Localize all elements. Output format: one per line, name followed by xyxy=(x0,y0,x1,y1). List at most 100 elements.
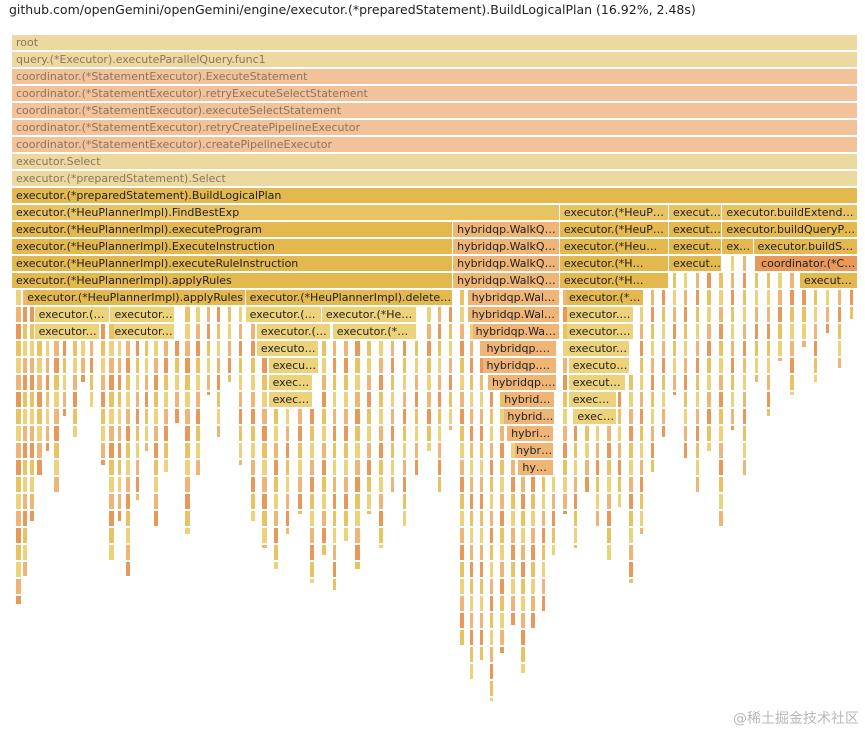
flame-stub[interactable] xyxy=(617,426,622,441)
flame-stub[interactable] xyxy=(321,375,326,390)
flame-stub[interactable] xyxy=(617,443,622,458)
flame-stub[interactable] xyxy=(437,409,441,424)
flame-stub[interactable] xyxy=(100,375,106,390)
flame-stub[interactable] xyxy=(274,443,279,458)
flame-stub[interactable] xyxy=(126,562,131,577)
flame-stub[interactable] xyxy=(479,341,484,356)
flame-stub[interactable] xyxy=(196,426,200,441)
flame-stub[interactable] xyxy=(825,324,830,333)
flame-stub[interactable] xyxy=(196,324,200,339)
flame-stub[interactable] xyxy=(766,375,770,390)
flame-stub[interactable] xyxy=(227,375,232,382)
flame-stub[interactable] xyxy=(661,324,666,339)
flame-stub[interactable] xyxy=(719,511,724,526)
flame-stub[interactable] xyxy=(695,460,699,475)
flame-stub[interactable] xyxy=(355,528,360,543)
flame-stub[interactable] xyxy=(695,290,699,305)
flame-stub[interactable] xyxy=(448,409,452,424)
flame-stub[interactable] xyxy=(489,511,494,526)
flame-stub[interactable] xyxy=(707,409,711,424)
flame-stub[interactable] xyxy=(661,392,666,407)
flame-stub[interactable] xyxy=(628,426,633,441)
flame-stub[interactable] xyxy=(238,409,243,424)
flame-stub[interactable] xyxy=(414,392,419,407)
flame-stub[interactable] xyxy=(650,443,655,458)
flame-stub[interactable] xyxy=(617,409,622,424)
flame-stub[interactable] xyxy=(531,528,535,543)
flame-stub[interactable] xyxy=(250,460,255,475)
flame-stub[interactable] xyxy=(238,341,243,356)
flame-stub[interactable] xyxy=(175,375,179,390)
flame-stub[interactable] xyxy=(719,426,724,441)
flame-stub[interactable] xyxy=(343,341,348,356)
flame-stub[interactable] xyxy=(437,324,441,339)
flame-stub[interactable] xyxy=(16,477,22,492)
flame-stub[interactable] xyxy=(309,562,314,577)
flame-stub[interactable] xyxy=(562,511,567,514)
flame-frame[interactable]: root xyxy=(12,35,858,51)
flame-stub[interactable] xyxy=(100,341,106,356)
flame-stub[interactable] xyxy=(185,341,190,356)
flame-stub[interactable] xyxy=(29,511,34,521)
flame-stub[interactable] xyxy=(22,358,28,373)
flame-stub[interactable] xyxy=(16,375,22,390)
flame-stub[interactable] xyxy=(683,324,688,339)
flame-stub[interactable] xyxy=(126,494,131,509)
flame-stub[interactable] xyxy=(100,392,106,407)
flame-stub[interactable] xyxy=(672,341,677,356)
flame-stub[interactable] xyxy=(22,562,28,577)
flame-stub[interactable] xyxy=(309,477,314,492)
flame-stub[interactable] xyxy=(16,290,22,305)
flame-frame[interactable]: hybridqp.WalkQueryNodeInPreOrder xyxy=(467,290,560,306)
flame-stub[interactable] xyxy=(541,562,545,577)
flame-stub[interactable] xyxy=(469,409,474,424)
flame-stub[interactable] xyxy=(164,443,168,458)
flame-stub[interactable] xyxy=(683,392,688,407)
flame-frame[interactable]: executor.(*HeuP… xyxy=(559,205,669,221)
flame-stub[interactable] xyxy=(639,443,644,458)
flame-stub[interactable] xyxy=(489,392,494,407)
flame-stub[interactable] xyxy=(719,409,724,424)
flame-stub[interactable] xyxy=(286,443,290,458)
flame-stub[interactable] xyxy=(573,494,578,509)
flame-stub[interactable] xyxy=(551,477,556,492)
flame-stub[interactable] xyxy=(661,307,666,322)
flame-stub[interactable] xyxy=(628,392,633,407)
flame-frame[interactable]: hybridqp.WalkQueryNodeInPreOrder xyxy=(487,375,558,391)
flame-stub[interactable] xyxy=(45,443,50,451)
flame-frame[interactable]: executor.Select xyxy=(12,154,858,170)
flame-stub[interactable] xyxy=(521,477,525,492)
flame-stub[interactable] xyxy=(521,647,525,662)
flame-stub[interactable] xyxy=(22,528,28,543)
flame-stub[interactable] xyxy=(109,477,114,492)
flame-stub[interactable] xyxy=(22,426,28,441)
flame-stub[interactable] xyxy=(332,392,336,407)
flame-stub[interactable] xyxy=(332,324,336,339)
flame-stub[interactable] xyxy=(274,477,279,492)
flame-stub[interactable] xyxy=(54,426,59,441)
flame-stub[interactable] xyxy=(562,477,567,492)
flame-stub[interactable] xyxy=(135,409,139,424)
flame-stub[interactable] xyxy=(379,375,384,390)
flame-stub[interactable] xyxy=(672,324,677,339)
flame-stub[interactable] xyxy=(367,511,371,514)
flame-stub[interactable] xyxy=(250,494,255,509)
flame-stub[interactable] xyxy=(164,358,168,373)
flame-stub[interactable] xyxy=(628,477,633,492)
flame-stub[interactable] xyxy=(297,477,303,492)
flame-stub[interactable] xyxy=(37,341,42,356)
flame-stub[interactable] xyxy=(573,460,578,475)
flame-stub[interactable] xyxy=(262,443,267,458)
flame-stub[interactable] xyxy=(227,341,232,356)
flame-frame[interactable]: hybridqp.WalkQueryNodeInPreOrder xyxy=(507,426,555,442)
flame-frame[interactable]: hybridqp.WalkQueryNodeInPreOrder xyxy=(503,409,555,425)
flame-stub[interactable] xyxy=(126,409,131,424)
flame-stub[interactable] xyxy=(62,392,67,407)
flame-stub[interactable] xyxy=(250,443,255,458)
flame-stub[interactable] xyxy=(541,511,545,526)
flame-stub[interactable] xyxy=(639,409,644,424)
flame-stub[interactable] xyxy=(22,494,28,509)
flame-stub[interactable] xyxy=(460,562,464,577)
flame-stub[interactable] xyxy=(22,443,28,458)
flame-stub[interactable] xyxy=(802,341,806,347)
